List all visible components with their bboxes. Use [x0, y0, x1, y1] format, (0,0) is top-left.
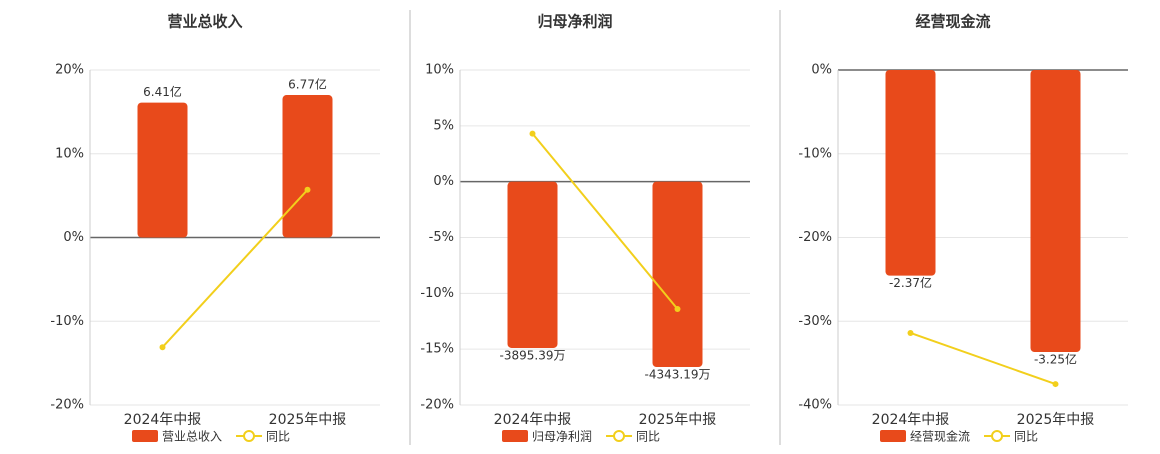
bar: [652, 181, 703, 368]
y-tick-label: -5%: [429, 230, 454, 245]
line-point: [674, 305, 681, 312]
legend-label: 同比: [636, 430, 660, 444]
x-tick-label: 2025年中报: [269, 412, 347, 428]
bar: [282, 95, 333, 238]
legend-label: 经营现金流: [910, 429, 970, 444]
y-tick-label: -20%: [420, 398, 454, 413]
y-tick-label: 5%: [433, 118, 454, 133]
y-tick-label: 0%: [63, 230, 84, 245]
y-tick-label: 0%: [811, 63, 832, 78]
legend-swatch: [502, 430, 528, 442]
line: [161, 189, 309, 348]
line-point: [907, 329, 914, 336]
x-tick-label: 2024年中报: [494, 412, 572, 428]
line-point: [304, 186, 311, 193]
bar: [137, 102, 188, 238]
legend-swatch: [132, 430, 158, 442]
legend-swatch: [243, 430, 256, 442]
data-label: -3.25亿: [1034, 352, 1077, 367]
data-label: -2.37亿: [889, 275, 932, 290]
y-tick-label: -20%: [798, 230, 832, 245]
y-tick-label: 10%: [425, 63, 454, 78]
chart-title: 营业总收入: [167, 13, 242, 31]
legend-label: 营业总收入: [162, 430, 222, 444]
x-tick-label: 2025年中报: [639, 412, 717, 428]
x-tick-label: 2025年中报: [1017, 412, 1095, 428]
y-tick-label: 10%: [55, 146, 84, 161]
line-point: [529, 130, 536, 137]
y-tick-label: -10%: [50, 314, 84, 329]
line: [531, 133, 679, 310]
data-label: -3895.39万: [500, 348, 566, 362]
data-label: 6.77亿: [288, 77, 327, 92]
bar: [1030, 70, 1081, 353]
x-tick-label: 2024年中报: [872, 412, 950, 428]
y-tick-label: -10%: [420, 286, 454, 301]
legend-label: 同比: [266, 430, 290, 444]
line-point: [1052, 381, 1059, 388]
x-tick-label: 2024年中报: [124, 412, 202, 428]
y-tick-label: 0%: [433, 174, 454, 189]
legend-swatch: [991, 430, 1004, 442]
y-tick-label: -30%: [798, 314, 832, 329]
y-tick-label: -15%: [420, 342, 454, 357]
legend-label: 归母净利润: [532, 430, 592, 444]
legend-swatch: [880, 430, 906, 442]
line: [910, 332, 1056, 386]
data-label: 6.41亿: [143, 84, 182, 99]
chart-title: 归母净利润: [537, 13, 612, 31]
data-label: -4343.19万: [645, 368, 711, 382]
y-tick-label: -20%: [50, 398, 84, 413]
chart-title: 经营现金流: [915, 13, 990, 31]
bar: [507, 181, 558, 348]
y-tick-label: -40%: [798, 398, 832, 413]
legend-label: 同比: [1014, 430, 1038, 444]
legend-swatch: [613, 430, 626, 442]
y-tick-label: 20%: [55, 63, 84, 78]
line-point: [159, 344, 166, 351]
y-tick-label: -10%: [798, 146, 832, 161]
bar: [885, 70, 936, 276]
